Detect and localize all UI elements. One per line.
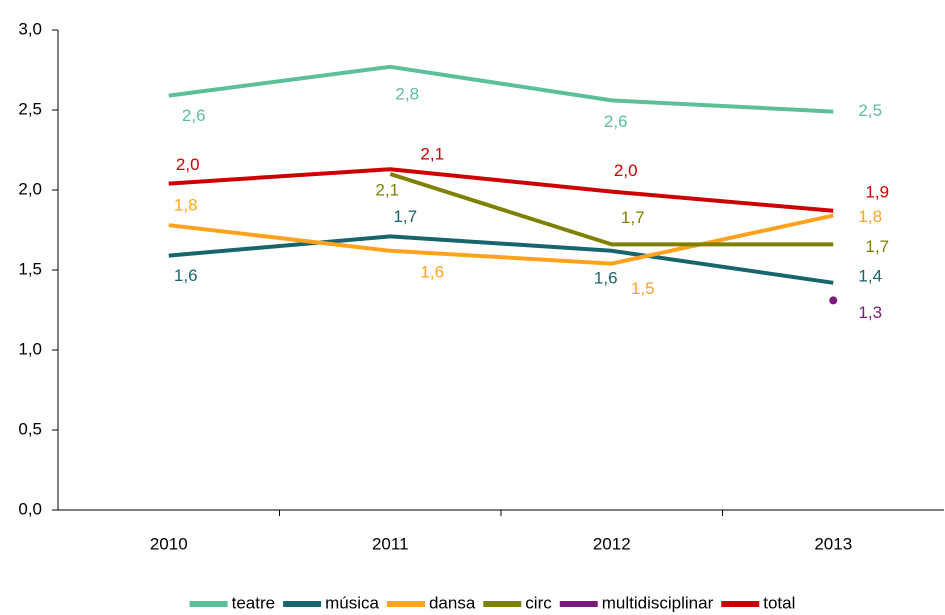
y-tick-label: 2,5 (18, 99, 42, 118)
data-label: 1,6 (420, 262, 444, 281)
point (829, 296, 838, 305)
y-tick-label: 1,5 (18, 259, 42, 278)
data-label: 2,1 (375, 180, 399, 199)
x-tick-label: 2010 (150, 534, 188, 553)
data-label: 2,8 (395, 84, 419, 103)
legend-label: total (763, 593, 795, 612)
legend-label: teatre (232, 593, 275, 612)
data-label: 1,7 (393, 207, 417, 226)
x-tick-label: 2012 (593, 534, 631, 553)
data-label: 1,4 (858, 266, 882, 285)
line (168, 234, 834, 285)
legend-label: música (325, 593, 379, 612)
line (168, 213, 834, 266)
y-tick-label: 2,0 (18, 179, 42, 198)
line (389, 172, 834, 247)
data-label: 1,6 (594, 268, 618, 287)
data-label: 2,5 (858, 101, 882, 120)
data-label: 1,9 (865, 182, 889, 201)
legend-label: dansa (429, 593, 476, 612)
y-tick-label: 3,0 (18, 19, 42, 38)
data-label: 1,3 (858, 303, 882, 322)
data-label: 1,8 (174, 196, 198, 215)
data-label: 1,7 (621, 208, 645, 227)
data-label: 2,6 (604, 112, 628, 131)
legend-label: multidisciplinar (602, 593, 714, 612)
data-label: 2,0 (614, 161, 638, 180)
x-tick-label: 2013 (814, 534, 852, 553)
data-label: 1,5 (631, 279, 655, 298)
legend-label: circ (525, 593, 552, 612)
y-tick-label: 1,0 (18, 339, 42, 358)
y-tick-label: 0,5 (18, 419, 42, 438)
y-tick-label: 0,0 (18, 499, 42, 518)
line (168, 167, 834, 213)
data-label: 2,6 (182, 106, 206, 125)
data-label: 1,8 (858, 207, 882, 226)
data-label: 2,1 (420, 145, 444, 164)
data-label: 1,6 (174, 266, 198, 285)
x-tick-label: 2011 (372, 534, 409, 553)
line (168, 64, 834, 114)
data-label: 1,7 (865, 237, 889, 256)
data-label: 2,0 (176, 155, 200, 174)
